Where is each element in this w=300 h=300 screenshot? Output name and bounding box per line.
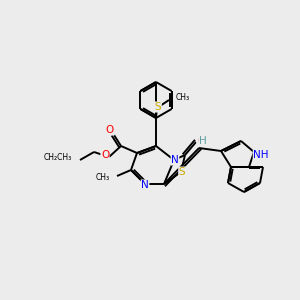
Text: CH₃: CH₃ [96, 172, 110, 182]
Text: O: O [101, 150, 109, 160]
Text: S: S [179, 167, 185, 177]
Text: H: H [199, 136, 207, 146]
Text: O: O [106, 125, 114, 135]
Text: N: N [141, 180, 149, 190]
Text: NH: NH [253, 150, 269, 160]
Text: S: S [155, 102, 161, 112]
Text: O: O [197, 136, 205, 146]
Text: CH₃: CH₃ [176, 94, 190, 103]
Text: CH₂CH₃: CH₂CH₃ [44, 154, 72, 163]
Text: N: N [171, 155, 179, 165]
